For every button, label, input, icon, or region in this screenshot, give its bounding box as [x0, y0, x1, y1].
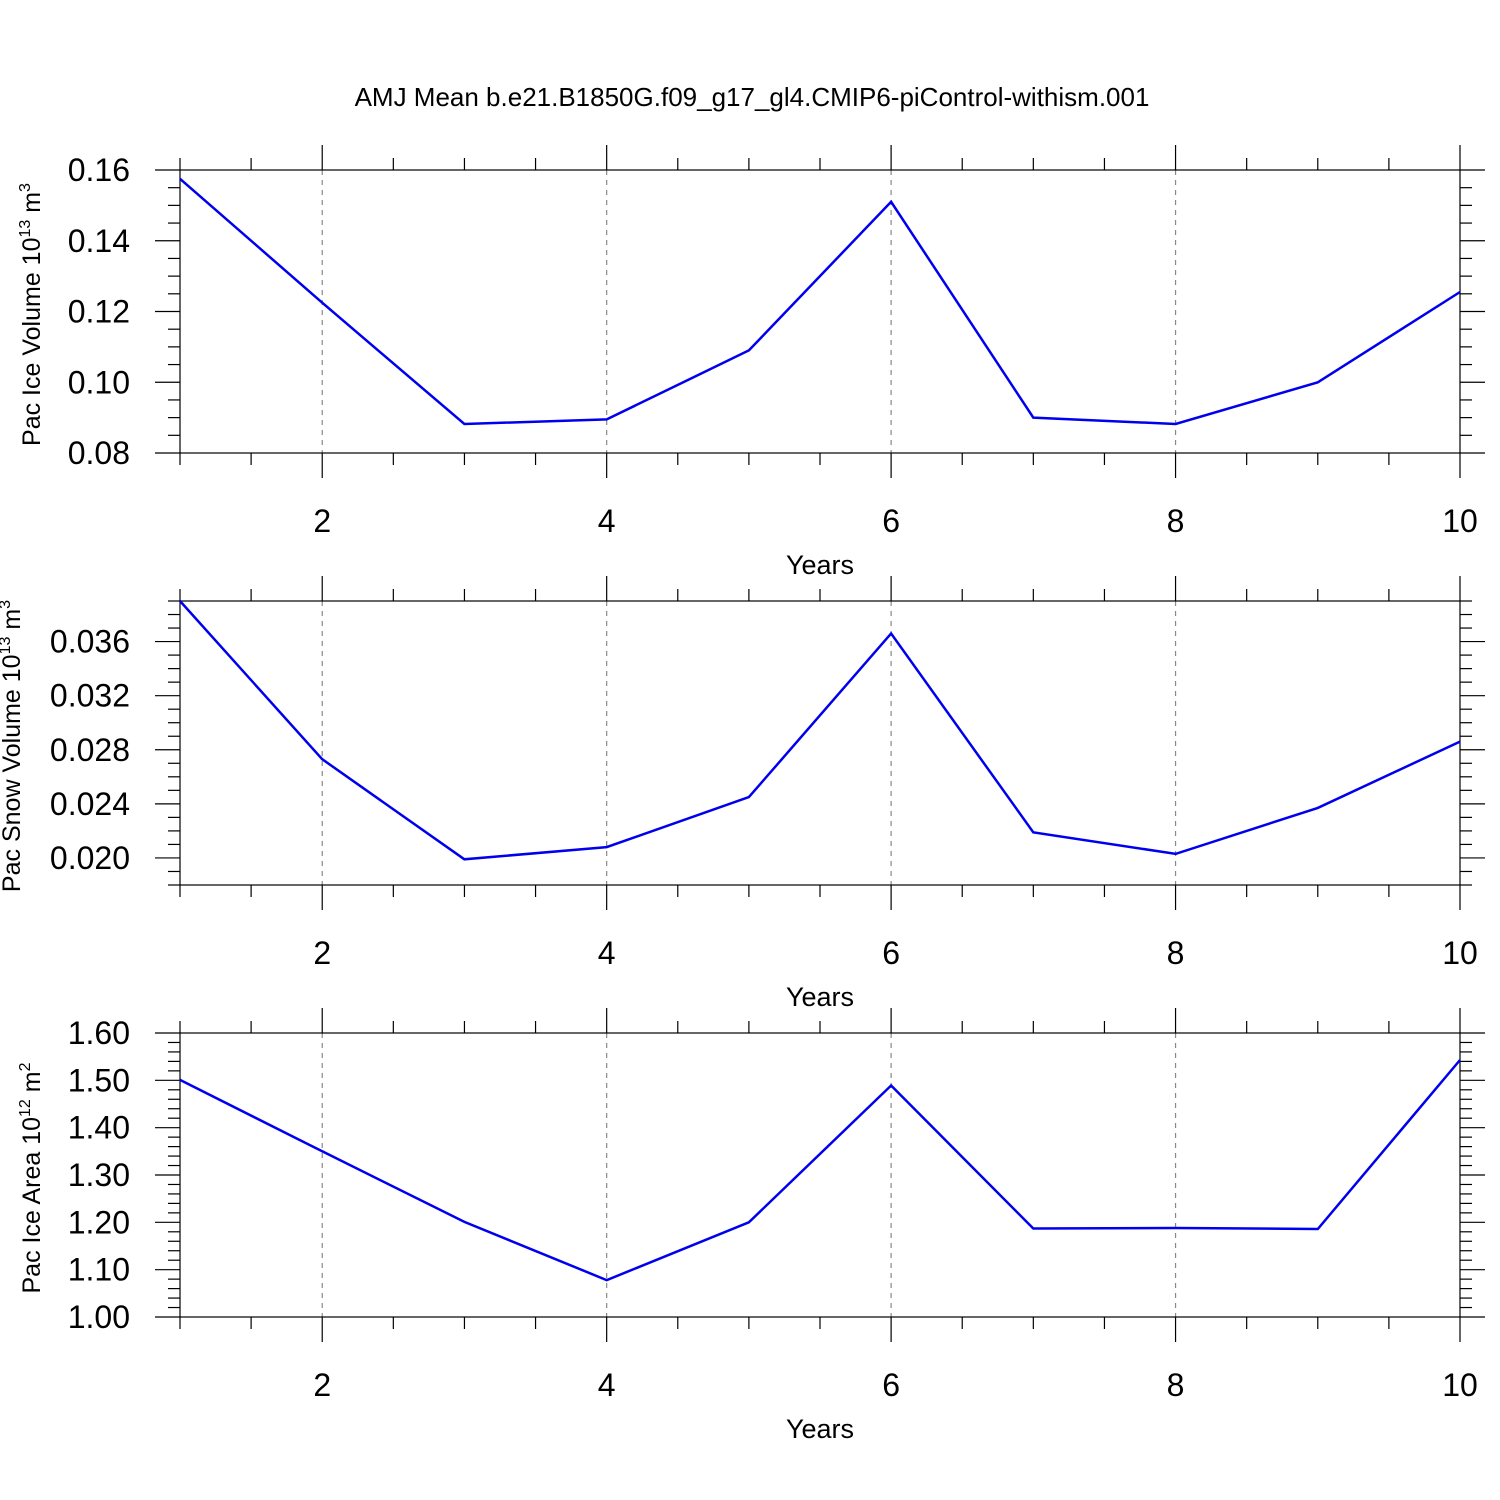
x-tick-label-4: 4: [598, 1367, 616, 1403]
x-tick-label-8: 8: [1167, 935, 1185, 971]
y-tick-label-0.10: 0.10: [68, 364, 130, 400]
x-tick-label-6: 6: [882, 1367, 900, 1403]
y-tick-label-0.024: 0.024: [50, 786, 130, 822]
y-tick-label-0.032: 0.032: [50, 678, 130, 714]
x-tick-label-4: 4: [598, 935, 616, 971]
y-tick-label-0.12: 0.12: [68, 294, 130, 330]
x-tick-label-10: 10: [1442, 1367, 1478, 1403]
x-tick-label-10: 10: [1442, 935, 1478, 971]
plot-frame: [179, 169, 1461, 454]
x-tick-label-10: 10: [1442, 503, 1478, 539]
x-axis-label: Years: [786, 982, 854, 1012]
x-tick-label-4: 4: [598, 503, 616, 539]
y-tick-label-0.14: 0.14: [68, 223, 130, 259]
series-line: [179, 1059, 1461, 1282]
plot-frame: [179, 600, 1461, 886]
x-tick-label-8: 8: [1167, 503, 1185, 539]
chart-title: AMJ Mean b.e21.B1850G.f09_g17_gl4.CMIP6-…: [355, 82, 1150, 112]
y-tick-label-0.020: 0.020: [50, 840, 130, 876]
x-tick-label-2: 2: [313, 935, 331, 971]
y-tick-label-0.036: 0.036: [50, 624, 130, 660]
y-tick-label-0.08: 0.08: [68, 435, 130, 471]
x-tick-label-6: 6: [882, 503, 900, 539]
y-tick-label-0.028: 0.028: [50, 732, 130, 768]
y-tick-label-1.10: 1.10: [68, 1252, 130, 1288]
y-tick-label-0.16: 0.16: [68, 152, 130, 188]
y-tick-label-1.40: 1.40: [68, 1110, 130, 1146]
y-tick-label-1.00: 1.00: [68, 1299, 130, 1335]
y-axis-label: Pac Ice Volume 1013 m3: [17, 183, 46, 446]
x-tick-label-8: 8: [1167, 1367, 1185, 1403]
x-tick-label-2: 2: [313, 503, 331, 539]
y-tick-label-1.60: 1.60: [68, 1015, 130, 1051]
series-line: [179, 177, 1461, 426]
x-tick-label-6: 6: [882, 935, 900, 971]
y-tick-label-1.30: 1.30: [68, 1157, 130, 1193]
x-tick-label-2: 2: [313, 1367, 331, 1403]
y-axis-label: Pac Snow Volume 1013 m3: [0, 600, 26, 892]
panel-3: 2 4 6 8 10 Years 1.00 1.10 1.20 1.30 1.40 1.50 1.60 P…: [17, 1008, 1485, 1444]
y-axis-label: Pac Ice Area 1012 m2: [17, 1062, 46, 1293]
x-axis-label: Years: [786, 1414, 854, 1444]
panel-2: 2 4 6 8 10 Years 0.020 0.024 0.028 0.032 0.036 Pac …: [0, 576, 1485, 1012]
x-axis-label: Years: [786, 550, 854, 580]
series-line: [179, 600, 1461, 861]
y-tick-label-1.20: 1.20: [68, 1204, 130, 1240]
y-tick-label-1.50: 1.50: [68, 1062, 130, 1098]
panel-1: 2 4 6 8 10 Years 0.08 0.10 0.12 0.14 0.16 Pac Ice V…: [17, 145, 1485, 580]
